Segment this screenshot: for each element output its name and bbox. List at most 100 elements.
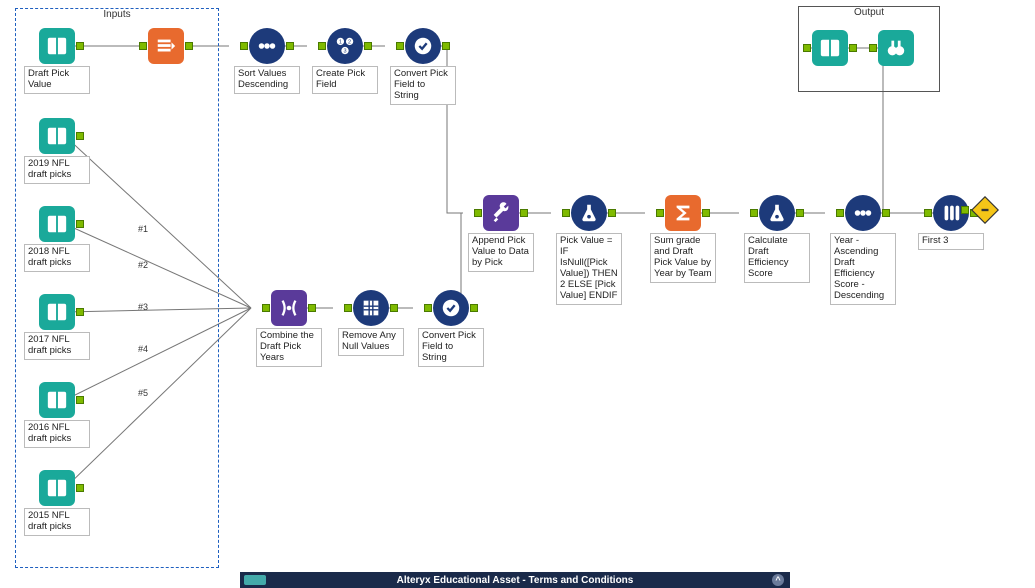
tool-in4[interactable]: 2017 NFL draft picks [24,294,90,360]
tool-create[interactable]: 123Create Pick Field [312,28,378,94]
anchor-right[interactable] [796,209,804,217]
chevron-up-icon[interactable]: ^ [772,574,784,586]
connection-label: #2 [138,260,148,270]
anchor-right[interactable] [470,304,478,312]
anchor-left[interactable] [262,304,270,312]
book-icon[interactable] [39,294,75,330]
tool-out1[interactable] [812,30,848,66]
anchor-left[interactable] [656,209,664,217]
tool-sum[interactable]: Sum grade and Draft Pick Value by Year b… [650,195,716,283]
tool-formula[interactable]: Pick Value = IF IsNull([Pick Value]) THE… [556,195,622,305]
footer-badge [244,575,266,585]
svg-text:2: 2 [348,39,351,45]
tool-label: First 3 [918,233,984,250]
anchor-left[interactable] [318,42,326,50]
anchor-right[interactable] [390,304,398,312]
dots-icon[interactable] [249,28,285,64]
connection-label: #4 [138,344,148,354]
tool-label: Create Pick Field [312,66,378,94]
anchor-right[interactable] [882,209,890,217]
anchor-left[interactable] [803,44,811,52]
anchor-right[interactable] [849,44,857,52]
anchor-right[interactable] [185,42,193,50]
binoc-icon[interactable] [878,30,914,66]
anchor-right[interactable] [76,308,84,316]
onetwothree-icon[interactable]: 123 [327,28,363,64]
dots-icon[interactable] [845,195,881,231]
tool-conv2[interactable]: Convert Pick Field to String [418,290,484,367]
tool-label: Pick Value = IF IsNull([Pick Value]) THE… [556,233,622,305]
tool-in6[interactable]: 2015 NFL draft picks [24,470,90,536]
tool-sort2[interactable]: Year - Ascending Draft Efficiency Score … [830,195,896,305]
tool-label: Convert Pick Field to String [390,66,456,105]
anchor-left[interactable] [240,42,248,50]
tool-label: 2015 NFL draft picks [24,508,90,536]
diamond-icon[interactable] [970,195,1000,225]
tool-label: Append Pick Value to Data by Pick [468,233,534,272]
anchor-right[interactable] [76,484,84,492]
anchor-left[interactable] [424,304,432,312]
anchor-right[interactable] [442,42,450,50]
check-icon[interactable] [433,290,469,326]
tool-union[interactable]: Combine the Draft Pick Years [256,290,322,367]
wrench-icon[interactable] [483,195,519,231]
anchor-right[interactable] [76,396,84,404]
tool-sort[interactable]: Sort Values Descending [234,28,300,94]
tool-in5[interactable]: 2016 NFL draft picks [24,382,90,448]
tool-macro[interactable] [148,28,184,64]
anchor-left[interactable] [924,209,932,217]
tool-nulls[interactable]: Remove Any Null Values [338,290,404,356]
book-icon[interactable] [39,28,75,64]
book-icon[interactable] [39,206,75,242]
tool-out2[interactable] [878,30,914,66]
anchor-right[interactable] [286,42,294,50]
flask-icon[interactable] [571,195,607,231]
anchor-left[interactable] [750,209,758,217]
tool-label: Sum grade and Draft Pick Value by Year b… [650,233,716,283]
anchor-left[interactable] [869,44,877,52]
anchor-left[interactable] [396,42,404,50]
connection-label: #3 [138,302,148,312]
tool-label: Sort Values Descending [234,66,300,94]
anchor-right[interactable] [520,209,528,217]
macro-icon[interactable] [148,28,184,64]
grid-icon[interactable] [353,290,389,326]
union-icon[interactable] [271,290,307,326]
svg-text:3: 3 [343,48,346,54]
book-icon[interactable] [39,118,75,154]
check-icon[interactable] [405,28,441,64]
tool-in2[interactable]: 2019 NFL draft picks [24,118,90,184]
tool-calc[interactable]: Calculate Draft Efficiency Score [744,195,810,283]
tool-label: 2016 NFL draft picks [24,420,90,448]
tool-in1[interactable]: Draft Pick Value [24,28,90,94]
anchor-left[interactable] [961,206,969,214]
anchor-right[interactable] [76,42,84,50]
book-icon[interactable] [39,382,75,418]
workflow-canvas[interactable]: InputsOutputDraft Pick Value2019 NFL dra… [0,0,1035,588]
anchor-left[interactable] [474,209,482,217]
anchor-left[interactable] [344,304,352,312]
anchor-right[interactable] [76,132,84,140]
tool-conv1[interactable]: Convert Pick Field to String [390,28,456,105]
anchor-left[interactable] [562,209,570,217]
anchor-left[interactable] [139,42,147,50]
anchor-right[interactable] [308,304,316,312]
footer-bar[interactable]: Alteryx Educational Asset - Terms and Co… [240,572,790,588]
anchor-right[interactable] [608,209,616,217]
output-container-title: Output [850,6,888,19]
connection-label: #1 [138,224,148,234]
sigma-icon[interactable] [665,195,701,231]
anchor-right[interactable] [76,220,84,228]
tool-label: Year - Ascending Draft Efficiency Score … [830,233,896,305]
tool-append[interactable]: Append Pick Value to Data by Pick [468,195,534,272]
book-icon[interactable] [39,470,75,506]
anchor-left[interactable] [836,209,844,217]
tool-browse[interactable] [970,195,1000,225]
flask-icon[interactable] [759,195,795,231]
book-icon[interactable] [812,30,848,66]
anchor-right[interactable] [702,209,710,217]
tool-in3[interactable]: 2018 NFL draft picks [24,206,90,272]
tool-label: Convert Pick Field to String [418,328,484,367]
anchor-right[interactable] [364,42,372,50]
tool-label: 2019 NFL draft picks [24,156,90,184]
